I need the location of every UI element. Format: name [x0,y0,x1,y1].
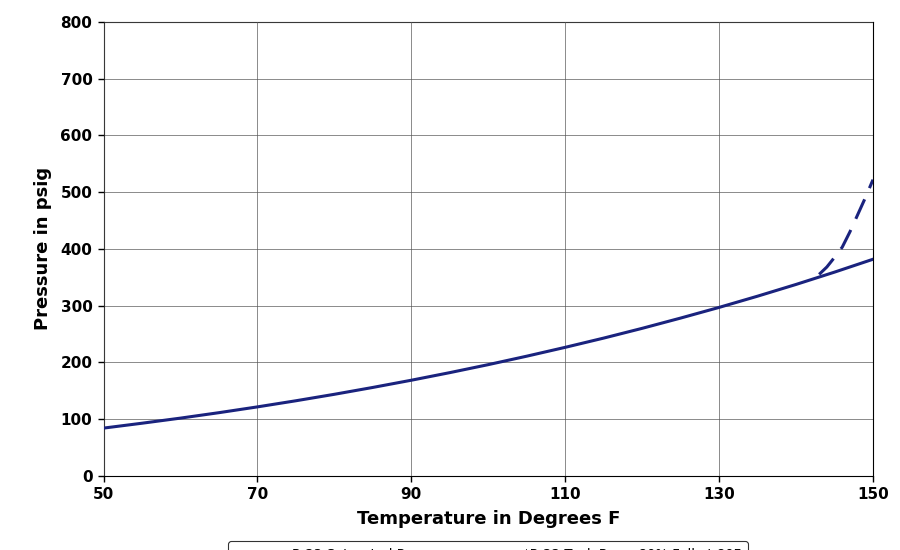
R-22 Saturated Pressure [482,361,493,368]
*R-22 Tank Press-80% Full at 80F [837,244,848,250]
R-22 Saturated Pressure [176,415,186,421]
Legend: R-22 Saturated Pressure, *R-22 Tank Press-80% Full at 80F: R-22 Saturated Pressure, *R-22 Tank Pres… [229,541,748,550]
R-22 Saturated Pressure [406,377,417,383]
R-22 Saturated Pressure [598,335,609,342]
R-22 Saturated Pressure [560,344,571,351]
*R-22 Tank Press-80% Full at 80F [868,177,878,183]
R-22 Saturated Pressure [790,281,801,288]
Y-axis label: Pressure in psig: Pressure in psig [34,167,52,331]
R-22 Saturated Pressure [252,404,263,410]
*R-22 Tank Press-80% Full at 80F [829,254,840,261]
R-22 Saturated Pressure [98,425,109,431]
*R-22 Tank Press-80% Full at 80F [822,263,832,270]
R-22 Saturated Pressure [829,269,840,276]
R-22 Saturated Pressure [367,384,378,390]
*R-22 Tank Press-80% Full at 80F [814,271,824,278]
R-22 Saturated Pressure [445,370,455,376]
*R-22 Tank Press-80% Full at 80F [860,195,870,201]
X-axis label: Temperature in Degrees F: Temperature in Degrees F [356,510,620,528]
R-22 Saturated Pressure [675,315,686,321]
R-22 Saturated Pressure [637,325,648,332]
R-22 Saturated Pressure [521,353,532,360]
R-22 Saturated Pressure [714,304,724,311]
*R-22 Tank Press-80% Full at 80F [852,212,863,218]
R-22 Saturated Pressure [329,391,340,398]
Line: *R-22 Tank Press-80% Full at 80F: *R-22 Tank Press-80% Full at 80F [819,180,873,274]
R-22 Saturated Pressure [137,420,148,427]
R-22 Saturated Pressure [752,293,763,300]
R-22 Saturated Pressure [291,398,302,404]
Line: R-22 Saturated Pressure: R-22 Saturated Pressure [104,259,873,428]
R-22 Saturated Pressure [868,256,878,262]
R-22 Saturated Pressure [213,409,224,416]
*R-22 Tank Press-80% Full at 80F [844,229,855,235]
